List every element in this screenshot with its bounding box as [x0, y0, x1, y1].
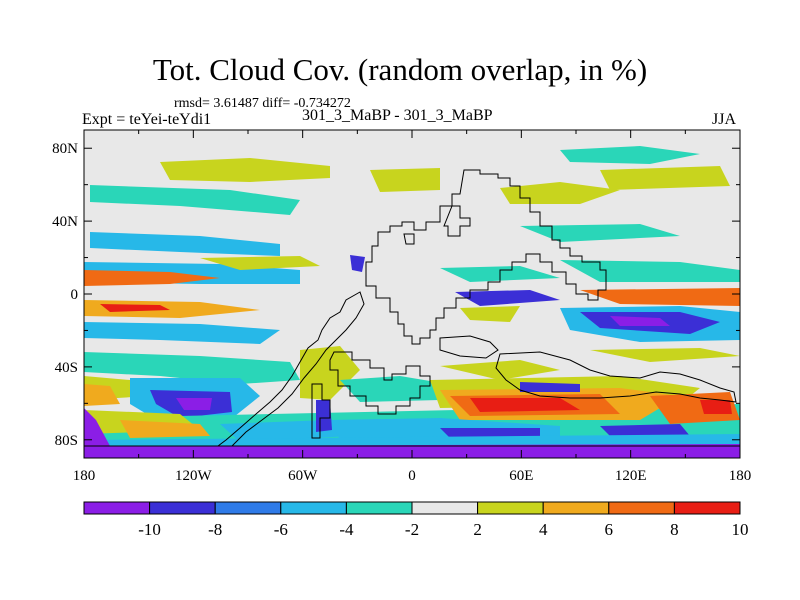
field-region	[84, 352, 300, 384]
case-label: 301_3_MaBP - 301_3_MaBP	[302, 107, 493, 124]
field-region	[590, 348, 740, 362]
field-region	[370, 168, 440, 192]
colorbar-label: 4	[539, 520, 548, 539]
lat-tick-label: 0	[71, 287, 79, 303]
field-region	[350, 255, 365, 272]
field-region	[460, 306, 520, 322]
lon-tick-label: 0	[408, 468, 416, 484]
field-region	[700, 400, 732, 414]
field-region	[100, 304, 170, 312]
field-region	[84, 270, 220, 286]
field-region	[84, 322, 280, 344]
field-region	[440, 360, 560, 380]
field-region	[440, 428, 540, 438]
latitude-axis: 80N 40N 0 40S 80S	[52, 141, 740, 449]
lon-tick-label: 60W	[288, 468, 318, 484]
lon-tick-label: 180	[729, 468, 752, 484]
colorbar-label: 6	[605, 520, 614, 539]
lon-tick-label: 120E	[615, 468, 647, 484]
colorbar-swatch	[149, 501, 216, 515]
land-outline	[365, 169, 607, 345]
experiment-label: Expt = teYei-teYdi1	[82, 111, 212, 128]
colorbar-label: 2	[473, 520, 482, 539]
colorbar-swatch	[608, 501, 675, 515]
colorbar-swatch	[83, 501, 151, 515]
lon-tick-label: 120W	[175, 468, 213, 484]
field-region	[560, 146, 700, 164]
field-region	[580, 288, 740, 306]
field-region	[176, 398, 212, 410]
colorbar-label: -10	[138, 520, 161, 539]
colorbar-swatch	[673, 501, 741, 515]
colorbar-swatch	[411, 501, 479, 515]
field-region	[84, 408, 110, 446]
field-region	[120, 420, 210, 438]
colorbar-label: 10	[732, 520, 749, 539]
land-outline	[443, 205, 471, 237]
field-region	[520, 382, 580, 392]
field-region	[600, 424, 690, 436]
land-outline	[439, 335, 499, 359]
field-region	[470, 398, 580, 412]
colorbar-swatch	[477, 501, 544, 515]
stats-label: rmsd= 3.61487 diff= -0.734272	[174, 96, 351, 111]
field-region	[160, 158, 330, 182]
field-region	[200, 256, 320, 270]
lon-tick-label: 180	[73, 468, 96, 484]
lat-tick-label: 80S	[55, 433, 78, 449]
lon-tick-label: 60E	[509, 468, 533, 484]
colorbar-label: -6	[274, 520, 288, 539]
field-region	[610, 316, 670, 326]
season-label: JJA	[712, 111, 737, 128]
land-outline	[311, 383, 331, 439]
colorbar-label: -8	[208, 520, 222, 539]
lat-tick-label: 40S	[55, 360, 78, 376]
field-region	[520, 224, 680, 242]
colorbar-label: -4	[339, 520, 354, 539]
lat-tick-label: 80N	[52, 141, 78, 157]
field-region	[600, 166, 730, 190]
field-region	[84, 384, 120, 406]
colorbar-swatch	[280, 501, 347, 515]
map-title: Tot. Cloud Cov. (random overlap, in %)	[152, 52, 648, 87]
lat-tick-label: 40N	[52, 214, 78, 230]
land-outline	[329, 351, 431, 415]
field-region	[300, 346, 360, 400]
colorbar-label: 8	[670, 520, 679, 539]
field-region	[455, 290, 560, 306]
field-region	[90, 232, 280, 256]
field-region	[90, 185, 300, 215]
colorbar-swatch	[542, 501, 610, 515]
colorbar-swatch	[214, 501, 282, 515]
land-outline	[403, 233, 415, 245]
land-outline	[495, 351, 737, 403]
colorbar: -10 -8 -6 -4 -2 2 4 6 8 10	[83, 501, 749, 539]
longitude-axis: 180 120W 60W 0 60E 120E 180	[73, 130, 752, 484]
land-outlines	[84, 169, 740, 447]
colorbar-label: -2	[405, 520, 419, 539]
field-region	[560, 260, 740, 282]
land-outline	[216, 291, 365, 447]
map-field	[84, 130, 740, 458]
colorbar-swatch	[345, 501, 413, 515]
